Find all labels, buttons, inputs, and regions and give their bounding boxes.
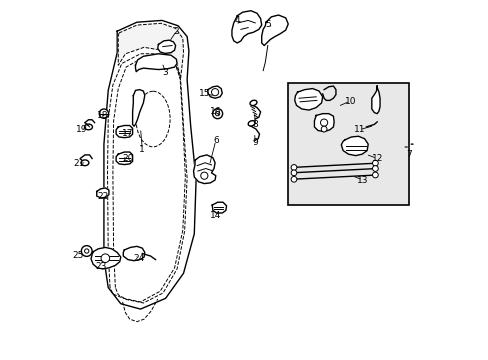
Circle shape: [290, 170, 296, 176]
Text: 2: 2: [173, 27, 179, 36]
Circle shape: [81, 246, 92, 256]
Text: 11: 11: [353, 125, 364, 134]
Text: 7: 7: [406, 150, 411, 159]
Polygon shape: [341, 136, 367, 156]
Text: 19: 19: [76, 125, 87, 134]
Text: 13: 13: [356, 176, 368, 185]
Circle shape: [290, 176, 296, 182]
Circle shape: [211, 89, 218, 96]
Text: 10: 10: [344, 96, 355, 105]
Polygon shape: [207, 86, 222, 98]
Polygon shape: [91, 247, 121, 269]
Polygon shape: [193, 155, 215, 184]
Polygon shape: [158, 40, 175, 53]
Polygon shape: [212, 202, 226, 213]
Text: 8: 8: [252, 120, 258, 129]
Text: 24: 24: [133, 255, 144, 264]
Ellipse shape: [249, 100, 256, 105]
Polygon shape: [294, 89, 322, 110]
Text: 23: 23: [95, 262, 106, 271]
Polygon shape: [123, 246, 144, 261]
Ellipse shape: [248, 121, 255, 126]
Polygon shape: [118, 23, 183, 78]
Circle shape: [320, 119, 327, 126]
Circle shape: [99, 109, 108, 118]
Circle shape: [321, 126, 326, 132]
Polygon shape: [314, 114, 333, 132]
Text: 6: 6: [212, 136, 218, 145]
Text: 9: 9: [252, 138, 258, 147]
FancyBboxPatch shape: [287, 83, 408, 205]
Text: 20: 20: [122, 154, 133, 163]
Circle shape: [201, 172, 207, 179]
Circle shape: [372, 172, 378, 178]
Polygon shape: [135, 54, 177, 72]
Polygon shape: [231, 11, 261, 43]
Text: 18: 18: [97, 111, 108, 120]
Circle shape: [212, 109, 222, 119]
Circle shape: [101, 254, 109, 262]
Polygon shape: [116, 152, 132, 165]
Ellipse shape: [81, 160, 89, 166]
Polygon shape: [261, 15, 287, 45]
Polygon shape: [132, 90, 144, 126]
Text: 5: 5: [264, 19, 270, 28]
Circle shape: [290, 165, 296, 170]
Polygon shape: [116, 126, 132, 138]
Text: 21: 21: [74, 159, 85, 168]
Text: 12: 12: [371, 154, 382, 163]
Text: 15: 15: [199, 89, 210, 98]
Polygon shape: [371, 86, 379, 114]
Circle shape: [215, 112, 219, 116]
Circle shape: [372, 160, 378, 166]
Circle shape: [372, 166, 378, 171]
Text: 1: 1: [139, 145, 145, 154]
Text: 3: 3: [163, 68, 168, 77]
Text: 25: 25: [72, 251, 83, 260]
Text: 16: 16: [210, 107, 221, 116]
Ellipse shape: [84, 124, 92, 130]
Text: 17: 17: [122, 129, 133, 138]
Polygon shape: [97, 188, 109, 198]
Text: 22: 22: [97, 192, 108, 201]
Text: 4: 4: [234, 16, 240, 25]
Text: 14: 14: [210, 211, 221, 220]
Circle shape: [84, 249, 89, 253]
Polygon shape: [104, 21, 196, 309]
